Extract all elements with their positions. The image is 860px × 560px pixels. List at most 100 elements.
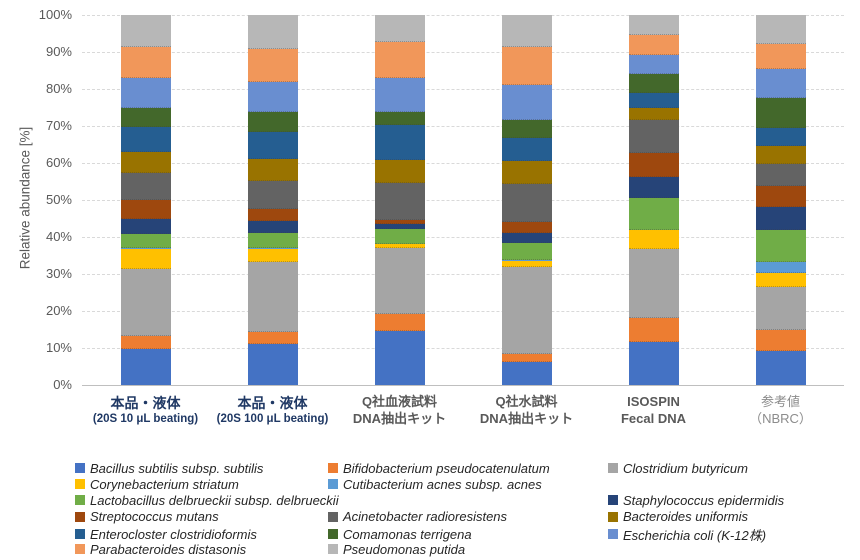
category-line1: 本品・液体 — [110, 395, 181, 411]
legend-swatch — [608, 463, 618, 474]
legend-item: Comamonas terrigena — [328, 527, 608, 542]
bar-segment — [755, 97, 806, 128]
bar-segment — [247, 111, 298, 132]
x-axis-category-label: 参考値 （NBRC） — [717, 394, 844, 428]
bar-segment — [374, 244, 425, 248]
y-tick-label: 0% — [53, 377, 72, 392]
legend-item: Clostridium butyricum — [608, 461, 860, 476]
legend-item: Parabacteroides distasonis — [75, 542, 328, 557]
bar-slot — [717, 15, 844, 385]
chart-legend: Bacillus subtilis subsp. subtilis Bifidob… — [75, 460, 860, 557]
bar-segment — [628, 152, 679, 177]
gridline-70 — [82, 126, 844, 127]
legend-item: Bacteroides uniformis — [608, 509, 860, 524]
bar-segment — [501, 267, 552, 355]
bar-segment — [501, 85, 552, 121]
bar-segment — [120, 348, 171, 385]
bar-segment — [755, 164, 806, 186]
legend-row: Parabacteroides distasonis Pseudomonas pu… — [75, 541, 860, 557]
stacked-bar — [755, 15, 806, 385]
bar-segment — [628, 120, 679, 153]
bar-segment — [755, 206, 806, 230]
bar-segment — [374, 219, 425, 225]
bar-segment — [628, 176, 679, 199]
bar-segment — [501, 138, 552, 161]
legend-item: Lactobacillus delbrueckii subsp. delbrue… — [75, 493, 608, 508]
legend-label: Cutibacterium acnes subsp. acnes — [343, 476, 542, 492]
bar-segment — [120, 335, 171, 349]
stacked-bar — [120, 15, 171, 385]
category-line2: Fecal DNA — [620, 410, 687, 426]
bar-segment — [120, 218, 171, 234]
bar-segment — [755, 230, 806, 262]
category-line2: (20S 10 μL beating) — [92, 413, 199, 426]
bar-segment — [501, 15, 552, 48]
bar-segment — [628, 73, 679, 93]
bar-segment — [120, 233, 171, 249]
bar-segment — [120, 173, 171, 201]
gridline-60 — [82, 163, 844, 164]
category-line2: （NBRC） — [749, 410, 812, 426]
plot-area — [82, 15, 844, 386]
x-axis-category-label: 本品・液体 (20S 10 μL beating) — [82, 394, 209, 428]
bar-segment — [120, 151, 171, 174]
bar-segment — [120, 46, 171, 78]
legend-item: Streptococcus mutans — [75, 509, 328, 524]
gridline-10 — [82, 348, 844, 349]
bar-segment — [501, 260, 552, 262]
bar-segment — [247, 180, 298, 209]
legend-swatch — [328, 529, 338, 540]
bars-container — [82, 15, 844, 385]
legend-swatch — [328, 544, 338, 555]
legend-label: Comamonas terrigena — [343, 526, 472, 542]
bar-segment — [628, 230, 679, 249]
bar-segment — [755, 185, 806, 207]
bar-segment — [247, 15, 298, 50]
bar-segment — [501, 47, 552, 86]
bar-segment — [755, 69, 806, 98]
category-line1: Q社血液試料 — [361, 394, 438, 409]
bar-segment — [120, 15, 171, 47]
bar-segment — [374, 228, 425, 244]
bar-segment — [120, 200, 171, 219]
y-tick-label: 40% — [45, 229, 72, 244]
stacked-bar — [247, 15, 298, 385]
category-line1: Q社水試料 — [495, 394, 558, 409]
bar-segment — [247, 261, 298, 333]
bar-segment — [755, 261, 806, 274]
gridline-20 — [82, 311, 844, 312]
bar-segment — [501, 160, 552, 184]
legend-row: Bacillus subtilis subsp. subtilis Bifidob… — [75, 460, 860, 476]
legend-label: Corynebacterium striatum — [90, 476, 239, 492]
bar-segment — [374, 112, 425, 125]
legend-item: Cutibacterium acnes subsp. acnes — [328, 477, 608, 492]
legend-label: Lactobacillus delbrueckii subsp. delbrue… — [90, 492, 339, 508]
bar-segment — [628, 108, 679, 121]
bar-segment — [755, 329, 806, 351]
legend-swatch — [328, 511, 338, 522]
bar-segment — [628, 15, 679, 36]
category-line1: ISOSPIN — [627, 394, 680, 409]
legend-row: Corynebacterium striatum Cutibacterium ac… — [75, 476, 860, 492]
legend-swatch — [328, 463, 338, 474]
bar-segment — [247, 220, 298, 233]
bar-segment — [374, 247, 425, 315]
bar-segment — [755, 146, 806, 165]
legend-label: Parabacteroides distasonis — [90, 541, 247, 557]
bar-segment — [501, 242, 552, 261]
legend-label: Acinetobacter radioresistens — [343, 509, 508, 525]
bar-segment — [374, 182, 425, 220]
bar-segment — [120, 107, 171, 127]
legend-swatch — [75, 544, 85, 555]
legend-item: Staphylococcus epidermidis — [608, 493, 860, 508]
legend-item: Acinetobacter radioresistens — [328, 509, 608, 524]
bar-segment — [628, 318, 679, 342]
legend-swatch — [328, 479, 338, 490]
category-line2: DNA抽出キット — [479, 410, 574, 426]
legend-item: Escherichia coli (K-12株) — [608, 525, 860, 544]
bar-segment — [120, 269, 171, 336]
bar-segment — [247, 81, 298, 112]
legend-label: Clostridium butyricum — [623, 460, 748, 476]
bar-slot — [336, 15, 463, 385]
